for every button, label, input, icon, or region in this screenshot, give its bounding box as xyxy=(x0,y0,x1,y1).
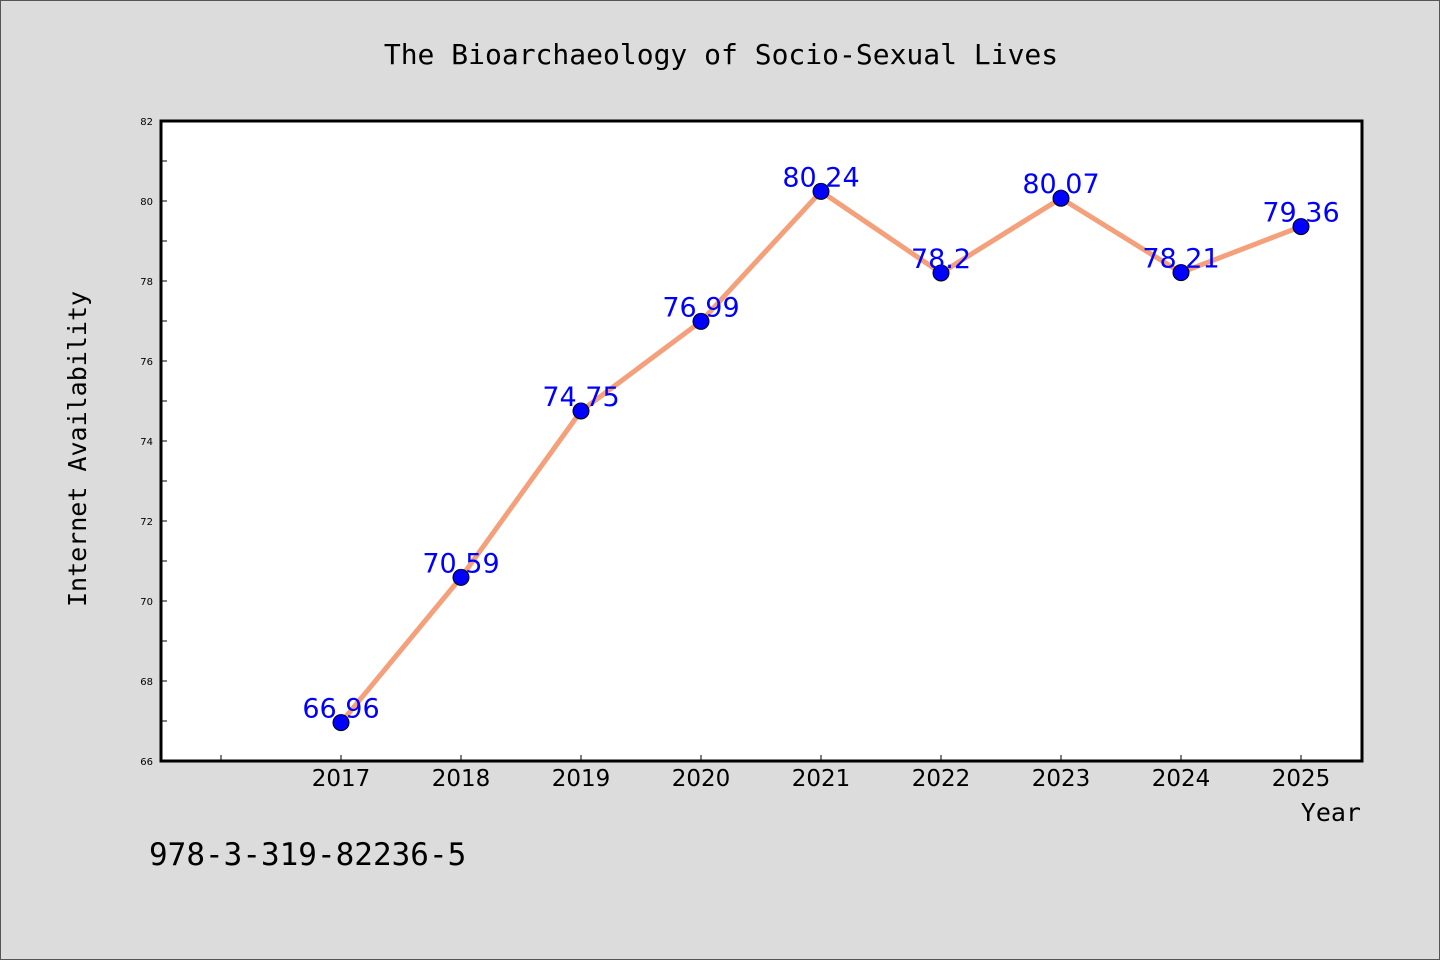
y-tick-label: 80 xyxy=(140,197,153,208)
plot-area xyxy=(159,119,1364,763)
data-label: 78.21 xyxy=(1142,244,1219,275)
data-point xyxy=(1052,189,1070,207)
x-tick-label: 2021 xyxy=(792,766,851,792)
data-label: 79.36 xyxy=(1262,198,1339,229)
data-point xyxy=(692,312,710,330)
data-point xyxy=(332,714,350,732)
y-tick-label: 76 xyxy=(140,357,153,368)
data-point xyxy=(452,568,470,586)
x-axis: 2017 2018 2019 2020 2021 2022 2023 2024 2025 xyxy=(220,755,1331,792)
y-axis-label: Internet Availability xyxy=(63,291,92,607)
y-axis: 66 68 70 72 74 76 78 80 82 xyxy=(140,117,167,768)
x-tick-label: 2023 xyxy=(1032,766,1091,792)
y-tick-label: 82 xyxy=(140,117,153,128)
y-tick-label: 66 xyxy=(140,757,153,768)
isbn-text: 978-3-319-82236-5 xyxy=(149,837,466,873)
x-tick-label: 2025 xyxy=(1272,766,1331,792)
data-label: 66.96 xyxy=(302,694,379,725)
y-tick-label: 72 xyxy=(140,517,153,528)
x-tick-label: 2017 xyxy=(312,766,371,792)
x-tick-label: 2018 xyxy=(432,766,491,792)
x-tick-label: 2019 xyxy=(552,766,611,792)
y-tick-label: 78 xyxy=(140,277,153,288)
data-point xyxy=(812,182,830,200)
x-tick-label: 2020 xyxy=(672,766,731,792)
x-axis-label: Year xyxy=(1301,798,1361,827)
data-label: 76.99 xyxy=(662,292,739,323)
series-layer: 66.96 70.59 74.75 76.99 80.24 78.2 80.07 78.21 7… xyxy=(302,162,1340,732)
y-tick-label: 74 xyxy=(140,437,153,448)
chart-title: The Bioarchaeology of Socio-Sexual Lives xyxy=(384,38,1058,71)
data-label: 80.07 xyxy=(1022,169,1099,200)
data-label: 70.59 xyxy=(422,548,499,579)
data-point xyxy=(1292,218,1310,236)
data-label: 74.75 xyxy=(542,382,619,413)
y-tick-label: 70 xyxy=(140,597,153,608)
data-point xyxy=(572,402,590,420)
x-tick-label: 2022 xyxy=(912,766,971,792)
y-tick-label: 68 xyxy=(140,677,153,688)
data-label: 78.2 xyxy=(911,244,971,275)
x-tick-label: 2024 xyxy=(1152,766,1211,792)
data-point xyxy=(932,264,950,282)
data-label: 80.24 xyxy=(782,162,859,193)
data-point xyxy=(1172,264,1190,282)
